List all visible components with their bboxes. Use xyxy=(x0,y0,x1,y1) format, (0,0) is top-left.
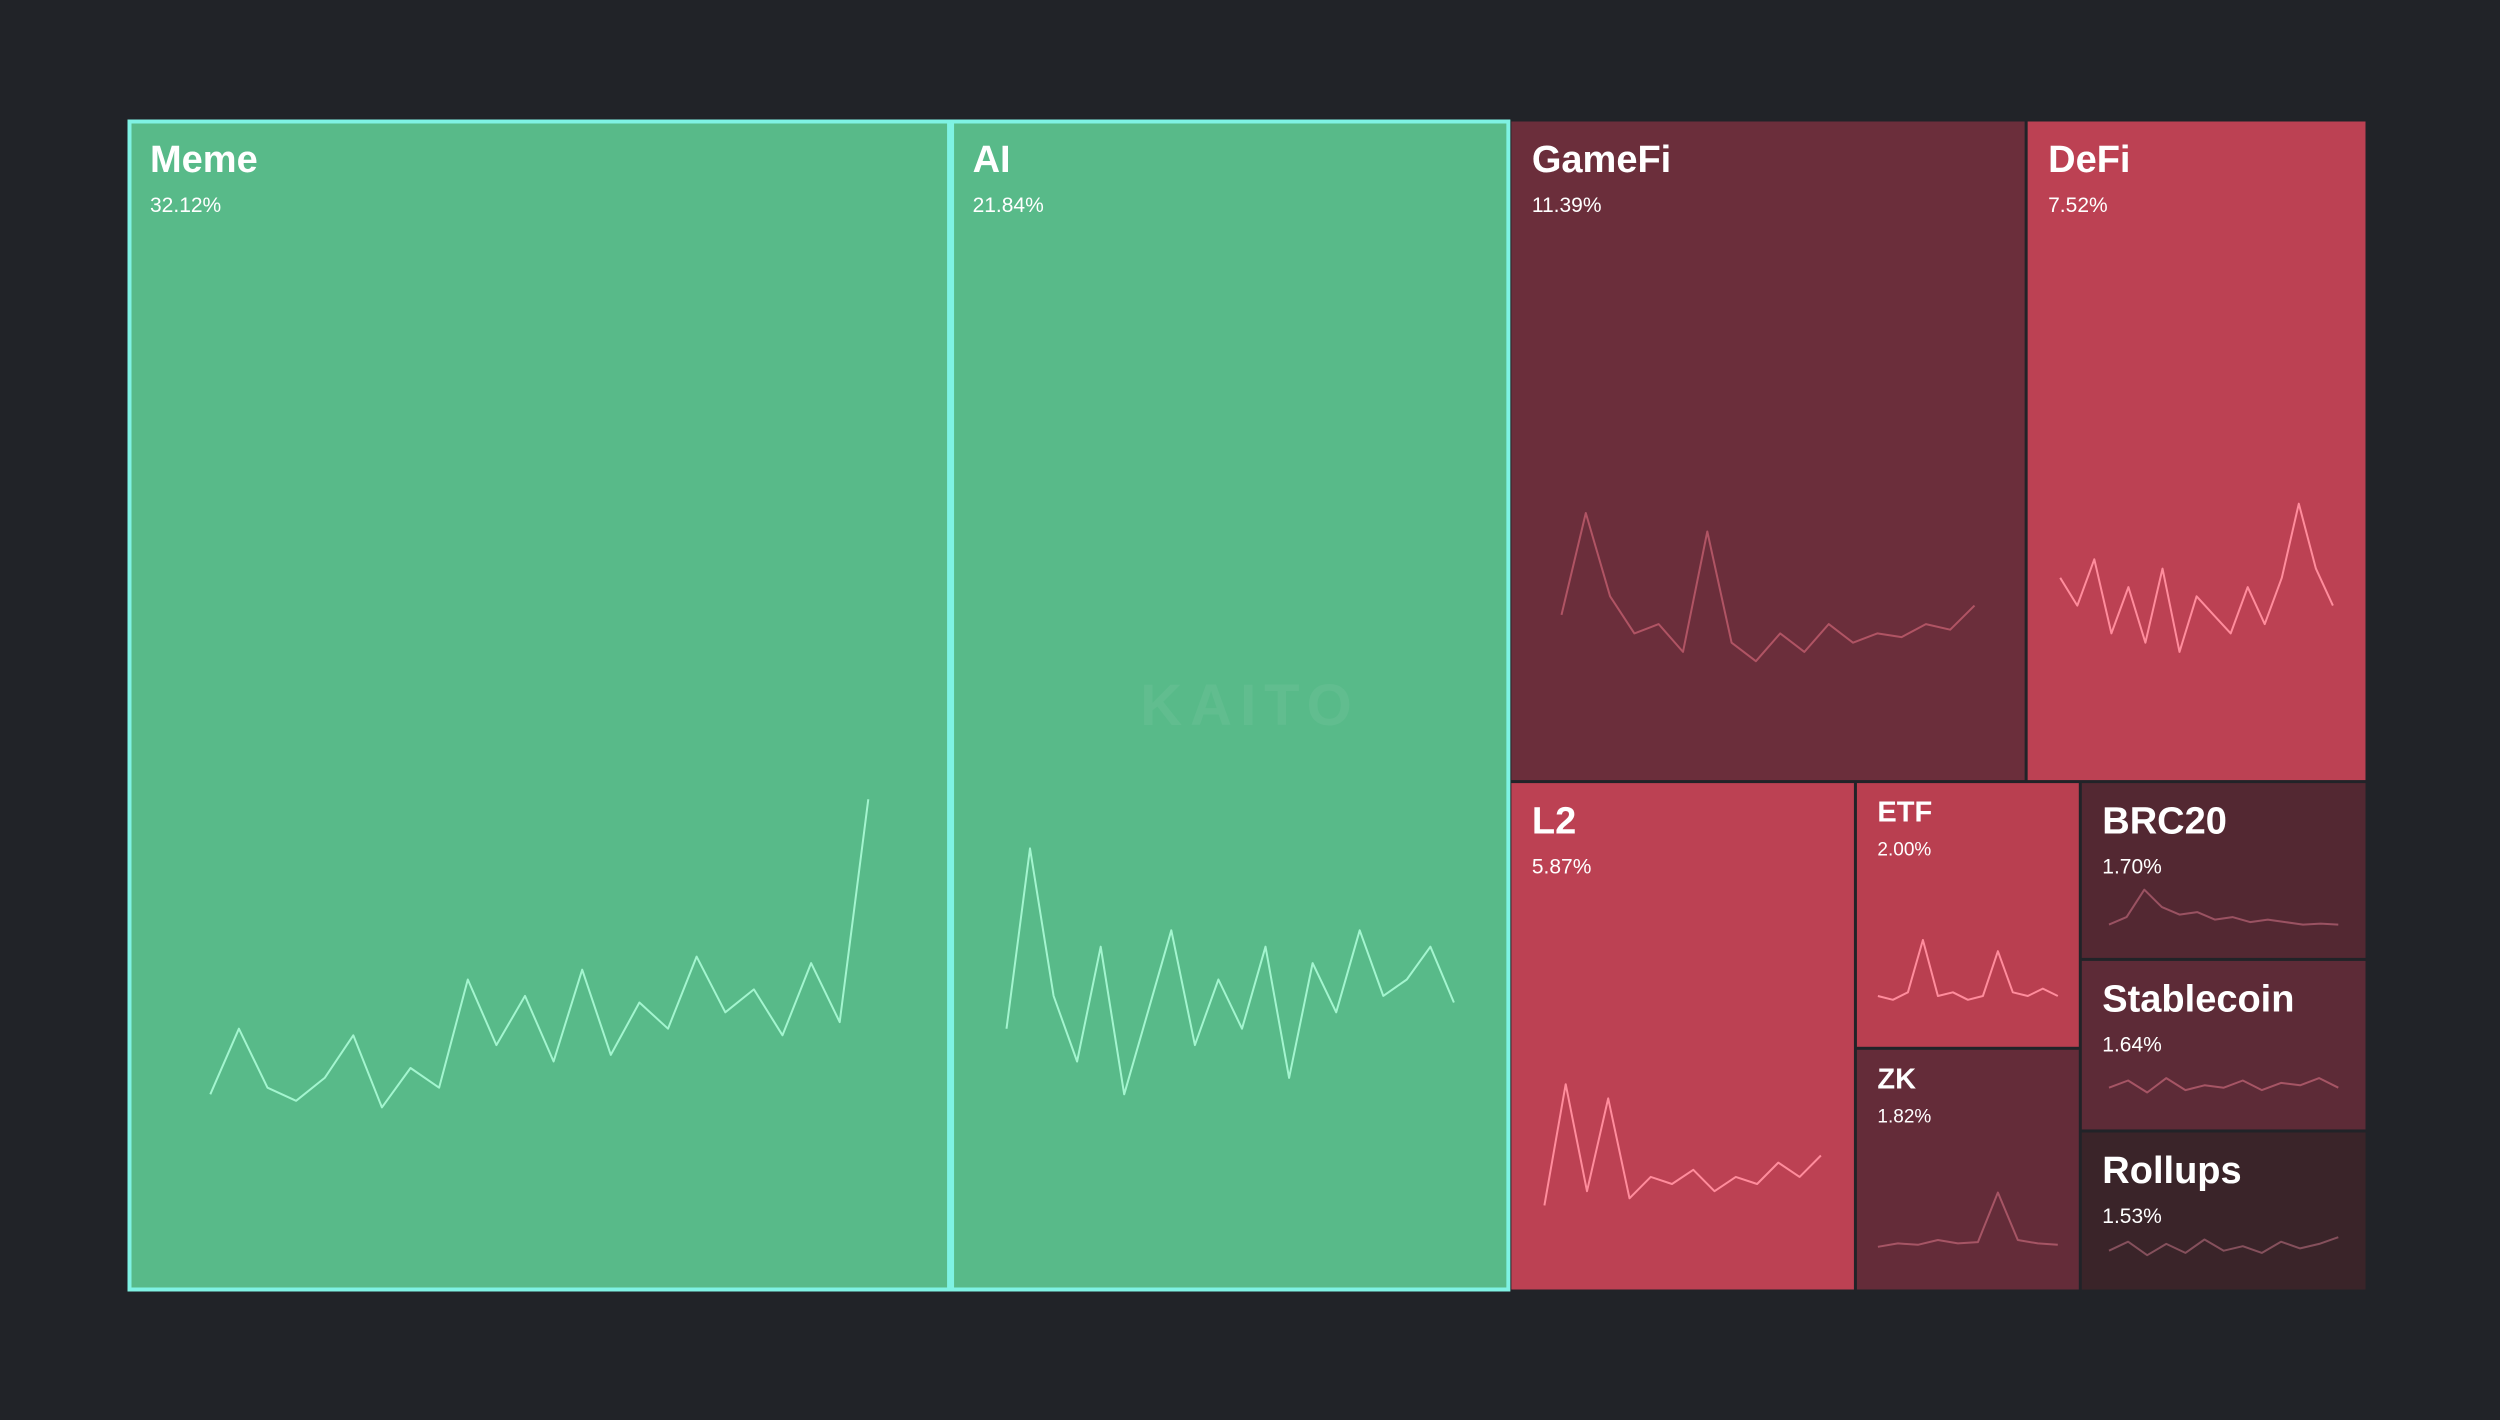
tile-percent: 7.52% xyxy=(2048,194,2108,217)
sparkline xyxy=(209,799,870,1109)
sparkline xyxy=(1560,512,1976,663)
tile-name: ETF xyxy=(1877,797,1932,829)
tile xyxy=(1856,1049,2079,1290)
tile-percent: 32.12% xyxy=(150,194,221,217)
tile xyxy=(2027,121,2366,781)
tile-percent: 5.87% xyxy=(1532,856,1592,879)
tile xyxy=(127,119,952,1292)
tile-percent: 1.53% xyxy=(2102,1205,2162,1228)
tile-name: Stablecoin xyxy=(2102,978,2294,1020)
tiles: Meme 32.12% AI 21.84% GameFi 11.39% DeFi 7.52% L… xyxy=(127,119,2366,1292)
sparkline xyxy=(2108,1077,2339,1094)
sparkline xyxy=(2108,1236,2339,1257)
sparkline xyxy=(1005,847,1455,1096)
sparkline xyxy=(1543,1083,1822,1206)
sparkline xyxy=(1877,1191,2058,1248)
tile xyxy=(2081,1132,2366,1290)
tile xyxy=(2081,960,2366,1130)
sparkline xyxy=(1877,939,2059,1001)
sparkline xyxy=(2108,888,2339,926)
tile-name: DeFi xyxy=(2048,139,2130,181)
tile-percent: 1.70% xyxy=(2102,856,2162,879)
tile-percent: 21.84% xyxy=(973,194,1044,217)
tile-percent: 2.00% xyxy=(1877,840,1931,861)
tile xyxy=(1511,783,1854,1290)
tile xyxy=(950,119,1511,1292)
tile-name: ZK xyxy=(1877,1063,1916,1095)
sparkline xyxy=(2059,502,2334,653)
tile xyxy=(1856,783,2079,1047)
tile xyxy=(1511,121,2025,781)
watermark: KAITO xyxy=(1140,673,1359,738)
tile-name: GameFi xyxy=(1532,139,1671,181)
tile-percent: 11.39% xyxy=(1532,194,1602,217)
tile-name: AI xyxy=(973,139,1011,181)
tile xyxy=(2081,783,2366,958)
tile-percent: 1.64% xyxy=(2102,1033,2162,1056)
tile-name: Meme xyxy=(150,139,258,181)
tile-name: BRC20 xyxy=(2102,801,2227,843)
tile-percent: 1.82% xyxy=(1877,1106,1931,1127)
tile-name: Rollups xyxy=(2102,1150,2241,1192)
tile-name: L2 xyxy=(1532,801,1576,843)
